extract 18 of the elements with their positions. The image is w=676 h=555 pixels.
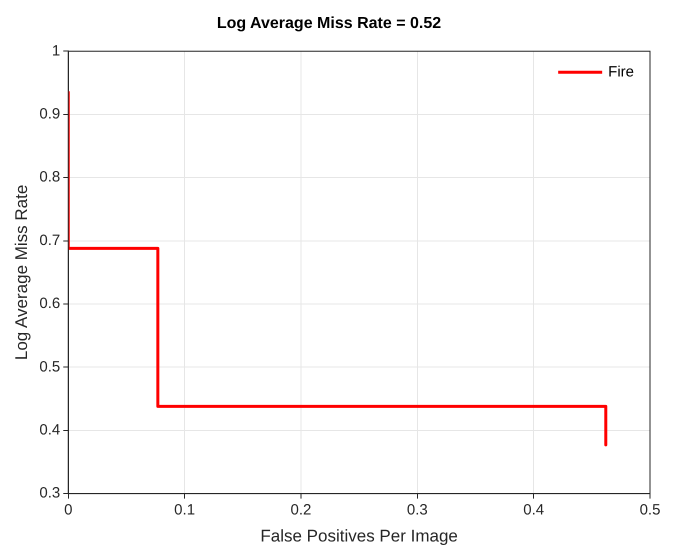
y-tick-label: 1 bbox=[52, 42, 60, 60]
x-tick-label: 0.3 bbox=[406, 502, 428, 519]
y-tick-label: 0.8 bbox=[39, 168, 60, 186]
y-tick-label: 0.4 bbox=[39, 422, 60, 439]
chart-title: Log Average Miss Rate = 0.52 bbox=[216, 15, 442, 32]
y-tick-label: 0.5 bbox=[39, 358, 60, 376]
x-tick-label: 0 bbox=[64, 502, 72, 519]
y-tick-label: 0.6 bbox=[39, 295, 60, 312]
x-tick-label: 0.2 bbox=[290, 502, 312, 519]
x-axis-title: False Positives Per Image bbox=[260, 526, 458, 546]
x-tick-label: 0.5 bbox=[640, 502, 660, 519]
x-tick-label: 0.4 bbox=[523, 502, 544, 519]
x-tick-label: 0.1 bbox=[174, 502, 196, 519]
legend-label: Fire bbox=[608, 63, 634, 80]
y-tick-label: 0.7 bbox=[39, 232, 60, 249]
y-tick-label: 0.9 bbox=[39, 106, 60, 123]
y-tick-label: 0.3 bbox=[39, 484, 60, 502]
y-axis-title: Log Average Miss Rate bbox=[12, 184, 31, 360]
